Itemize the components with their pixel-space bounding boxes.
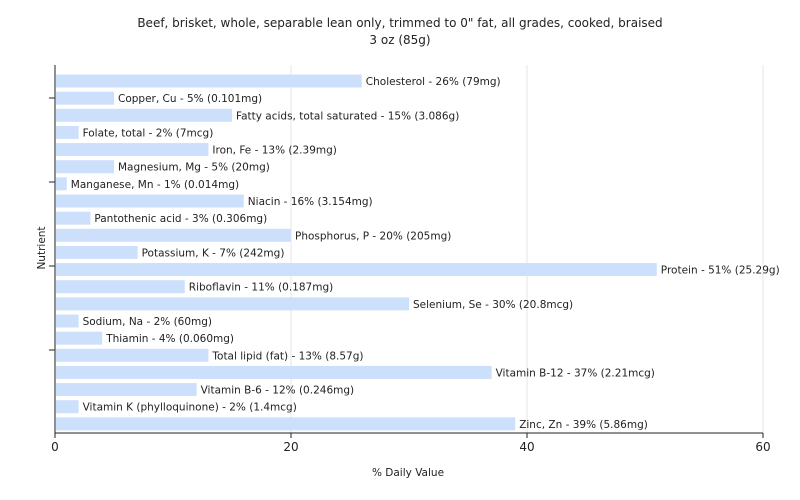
x-tick-label: 40 (519, 440, 534, 454)
bar (56, 143, 209, 157)
bar (56, 108, 232, 122)
chart-title: Beef, brisket, whole, separable lean onl… (137, 16, 663, 30)
bar-label: Potassium, K - 7% (242mg) (142, 247, 285, 259)
bar-label: Copper, Cu - 5% (0.101mg) (118, 93, 262, 105)
bar-label: Iron, Fe - 13% (2.39mg) (212, 145, 336, 157)
chart-subtitle: 3 oz (85g) (369, 33, 431, 47)
x-tick-label: 20 (283, 440, 298, 454)
bar-label: Thiamin - 4% (0.060mg) (105, 333, 234, 345)
bar-label: Vitamin B-12 - 37% (2.21mcg) (496, 367, 655, 379)
bar (56, 91, 114, 105)
bars: Cholesterol - 26% (79mg) Copper, Cu - 5% … (56, 74, 780, 431)
bar-label: Folate, total - 2% (7mcg) (83, 127, 214, 139)
bar-label: Protein - 51% (25.29g) (661, 265, 780, 277)
bar (56, 314, 79, 328)
bar (56, 177, 67, 191)
bar (56, 211, 91, 225)
bar-label: Phosphorus, P - 20% (205mg) (295, 230, 451, 242)
bar-label: Riboflavin - 11% (0.187mg) (189, 282, 333, 294)
bar (56, 160, 114, 174)
bar (56, 280, 185, 294)
bar (56, 245, 138, 259)
bar (56, 331, 103, 345)
bar-label: Selenium, Se - 30% (20.8mcg) (413, 299, 573, 311)
bar (56, 348, 209, 362)
bar (56, 417, 516, 431)
bar (56, 383, 197, 397)
y-axis-title: Nutrient (36, 226, 48, 269)
bar (56, 365, 492, 379)
x-tick-label: 60 (755, 440, 770, 454)
bar-label: Niacin - 16% (3.154mg) (248, 196, 373, 208)
bar-label: Manganese, Mn - 1% (0.014mg) (71, 179, 239, 191)
bar (56, 74, 362, 88)
bar (56, 194, 244, 208)
x-axis-title: % Daily Value (372, 467, 444, 479)
bar (56, 125, 79, 139)
bar (56, 263, 657, 277)
bar-label: Pantothenic acid - 3% (0.306mg) (94, 213, 267, 225)
axes: 0 20 40 60 (49, 65, 771, 454)
bar-label: Cholesterol - 26% (79mg) (366, 76, 501, 88)
bar-label: Total lipid (fat) - 13% (8.57g) (211, 350, 363, 362)
bar (56, 400, 79, 414)
bar-label: Vitamin B-6 - 12% (0.246mg) (201, 385, 355, 397)
bar-label: Zinc, Zn - 39% (5.86mg) (519, 419, 648, 431)
x-tick-label: 0 (51, 440, 59, 454)
bar (56, 228, 291, 242)
bar-label: Sodium, Na - 2% (60mg) (83, 316, 212, 328)
bar-label: Magnesium, Mg - 5% (20mg) (118, 162, 270, 174)
bar-label: Vitamin K (phylloquinone) - 2% (1.4mcg) (83, 402, 297, 414)
bar (56, 297, 409, 311)
bar-label: Fatty acids, total saturated - 15% (3.08… (236, 110, 459, 122)
